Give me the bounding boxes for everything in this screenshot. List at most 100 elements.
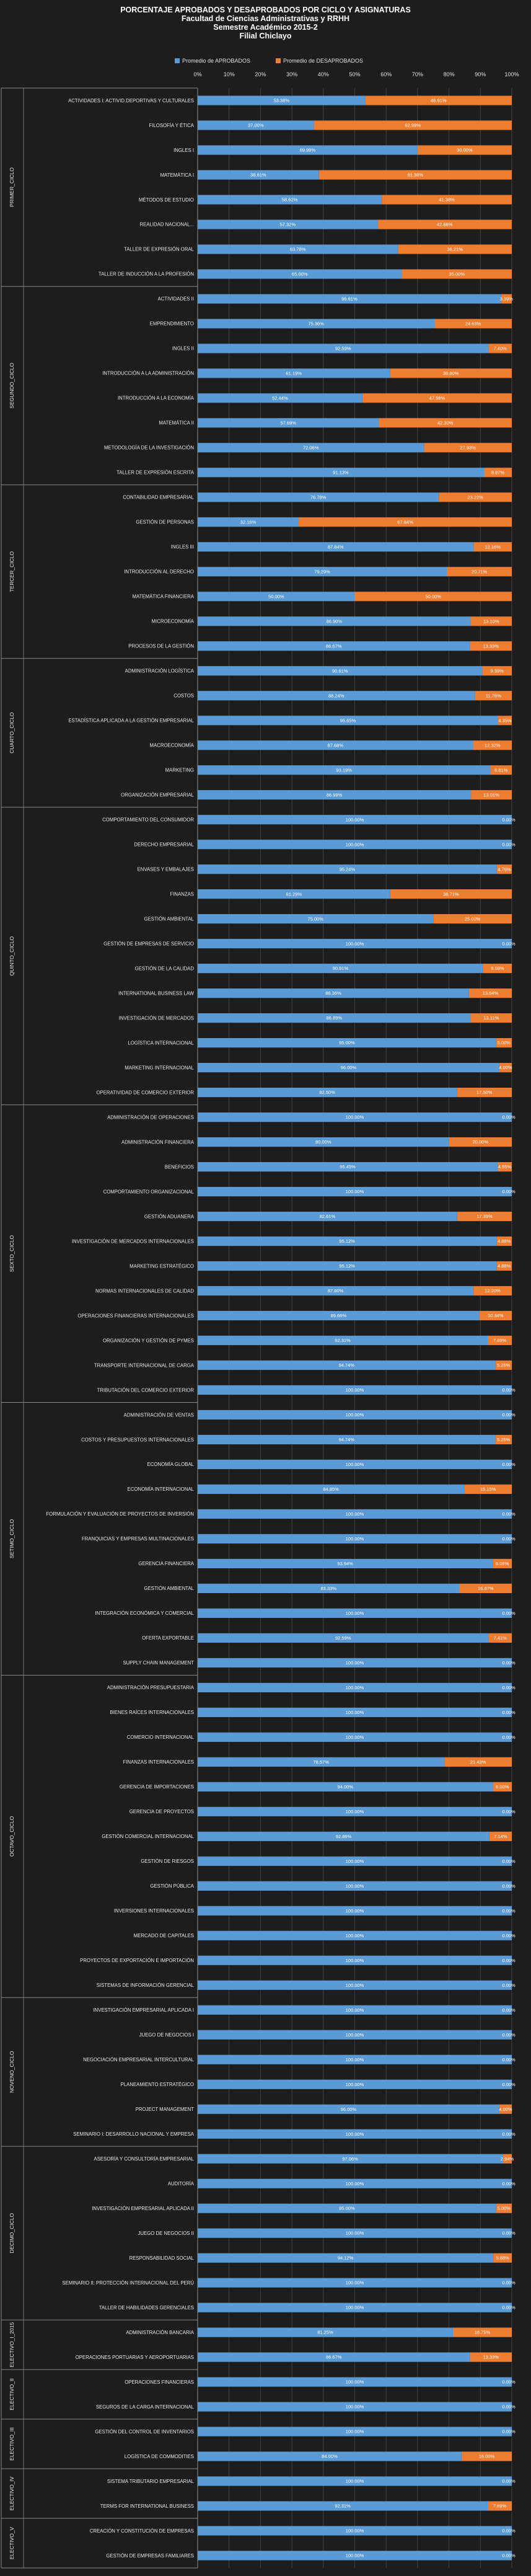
data-label-aprobados: 88.24% <box>328 693 344 698</box>
bar-aprobados <box>198 1732 512 1742</box>
bar-aprobados <box>198 468 485 477</box>
data-label-desaprobados: 0.00% <box>502 2057 516 2063</box>
x-tick-label: 10% <box>224 71 235 78</box>
data-label-desaprobados: 0.00% <box>502 1734 516 1740</box>
data-label-aprobados: 100.00% <box>346 2231 364 2236</box>
category-label: PROCESOS DE LA GESTIÓN <box>128 644 194 649</box>
data-label-aprobados: 100.00% <box>346 1114 364 1120</box>
bar-desaprobados <box>502 2154 512 2164</box>
data-label-aprobados: 100.00% <box>346 2181 364 2187</box>
x-tick-label: 50% <box>349 71 360 78</box>
data-label-desaprobados: 13.33% <box>483 643 499 649</box>
data-label-desaprobados: 0.00% <box>502 1536 516 1542</box>
bar-desaprobados <box>495 1360 512 1370</box>
bar-aprobados <box>198 2352 470 2362</box>
bar-aprobados <box>198 1856 512 1866</box>
bar-aprobados <box>198 517 299 527</box>
category-label: NEGOCIACIÓN EMPRESARIAL INTERCULTURAL <box>83 2057 195 2063</box>
data-label-aprobados: 100.00% <box>346 1734 364 1740</box>
data-label-desaprobados: 20.00% <box>473 1139 489 1145</box>
bar-aprobados <box>198 1161 498 1172</box>
bar-desaprobados <box>498 716 512 726</box>
category-label: TALLER DE EXPRESIÓN ESCRITA <box>116 470 195 476</box>
bar-aprobados <box>198 1707 512 1717</box>
bar-desaprobados <box>490 765 512 775</box>
category-label: INTRODUCCIÓN AL DERECHO <box>124 569 194 575</box>
bar-aprobados <box>198 294 501 304</box>
bar-aprobados <box>198 840 512 850</box>
data-label-aprobados: 87.68% <box>328 742 344 748</box>
bar-desaprobados <box>468 988 512 998</box>
category-label: GESTIÓN COMERCIAL INTERNACIONAL <box>102 1834 194 1839</box>
data-label-aprobados: 86.89% <box>327 1015 343 1021</box>
category-label: MARKETING ESTRATÉGICO <box>129 1263 194 1269</box>
data-label-desaprobados: 12.20% <box>485 1288 501 1294</box>
data-label-aprobados: 91.13% <box>333 469 349 475</box>
data-label-aprobados: 100.00% <box>346 2404 364 2410</box>
data-label-aprobados: 92.86% <box>336 1834 352 1839</box>
data-label-desaprobados: 0.00% <box>502 2131 516 2137</box>
bar-aprobados <box>198 2377 512 2387</box>
data-label-aprobados: 81.25% <box>317 2330 333 2335</box>
data-label-aprobados: 100.00% <box>346 1958 364 1963</box>
legend-label-aprobados: Promedio de APROBADOS <box>182 58 250 64</box>
bar-desaprobados <box>402 269 512 279</box>
data-label-desaprobados: 0.00% <box>502 2404 516 2410</box>
category-label: CONTABILIDAD EMPRESARIAL <box>123 495 194 500</box>
data-label-desaprobados: 47.56% <box>429 395 445 401</box>
bar-aprobados <box>198 1434 496 1445</box>
bar-aprobados <box>198 2476 512 2486</box>
data-label-aprobados: 93.94% <box>337 1561 353 1566</box>
bar-desaprobados <box>470 2352 512 2362</box>
data-label-aprobados: 96.00% <box>341 1065 357 1070</box>
data-label-aprobados: 53.38% <box>274 98 290 104</box>
data-label-desaprobados: 7.41% <box>494 1635 507 1641</box>
category-label: MARKETING <box>165 768 194 773</box>
data-label-aprobados: 84.85% <box>323 1486 339 1492</box>
category-label: MATEMÁTICA I <box>160 172 194 178</box>
data-label-desaprobados: 4.00% <box>499 2107 512 2112</box>
data-label-desaprobados: 0.00% <box>502 817 516 822</box>
data-label-aprobados: 97.06% <box>342 2156 358 2162</box>
data-label-aprobados: 100.00% <box>346 2082 364 2087</box>
bar-aprobados <box>198 2005 512 2015</box>
bar-desaprobados <box>447 567 512 577</box>
bar-aprobados <box>198 592 355 602</box>
bar-aprobados <box>198 145 418 155</box>
category-label: INVESTIGACIÓN DE MERCADOS <box>119 1015 194 1021</box>
data-label-aprobados: 58.62% <box>282 197 298 203</box>
data-label-aprobados: 90.61% <box>332 668 348 673</box>
data-label-aprobados: 100.00% <box>346 2057 364 2063</box>
data-label-aprobados: 96.00% <box>341 2107 357 2112</box>
bar-aprobados <box>198 1757 445 1767</box>
bar-aprobados <box>198 889 390 899</box>
bar-desaprobados <box>434 319 512 329</box>
bar-aprobados <box>198 269 402 279</box>
category-label: SISTEMAS DE INFORMACIÓN GERENCIAL <box>97 1983 195 1988</box>
data-label-aprobados: 79.29% <box>314 569 330 574</box>
bar-aprobados <box>198 2501 488 2511</box>
bar-aprobados <box>198 765 491 775</box>
bar-desaprobados <box>482 666 512 676</box>
bar-desaprobados <box>433 914 512 924</box>
data-label-desaprobados: 0.00% <box>502 1710 516 1715</box>
bar-desaprobados <box>470 616 512 626</box>
data-label-desaprobados: 25.00% <box>465 916 481 922</box>
data-label-desaprobados: 7.40% <box>494 345 507 351</box>
data-label-aprobados: 57.32% <box>280 222 296 228</box>
data-label-aprobados: 95.65% <box>340 717 356 723</box>
data-label-aprobados: 37.00% <box>248 123 264 128</box>
data-label-desaprobados: 0.00% <box>502 1983 516 1988</box>
data-label-aprobados: 86.36% <box>325 990 341 996</box>
data-label-aprobados: 86.99% <box>327 792 343 797</box>
data-label-desaprobados: 17.39% <box>476 1214 493 1219</box>
data-label-desaprobados: 16.00% <box>479 2454 495 2459</box>
data-label-desaprobados: 0.00% <box>502 1462 516 1467</box>
data-label-desaprobados: 0.00% <box>502 2379 516 2385</box>
bar-aprobados <box>198 2129 512 2139</box>
category-label: FORMULACIÓN Y EVALUACIÓN DE PROYECTOS DE… <box>46 1511 194 1517</box>
data-label-desaprobados: 5.00% <box>498 2206 511 2211</box>
bar-desaprobados <box>488 2501 512 2511</box>
data-label-aprobados: 100.00% <box>346 2131 364 2137</box>
